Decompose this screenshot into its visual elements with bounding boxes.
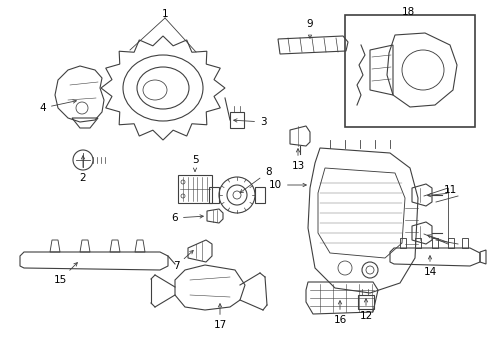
Text: 13: 13	[292, 149, 305, 171]
Text: 14: 14	[423, 256, 437, 277]
Text: 12: 12	[359, 299, 372, 321]
Text: 2: 2	[80, 156, 86, 183]
Text: 11: 11	[443, 185, 457, 195]
Bar	[345, 15, 475, 127]
Text: 16: 16	[333, 301, 346, 325]
Text: 15: 15	[53, 263, 77, 285]
Text: 6: 6	[172, 213, 203, 223]
Text: 8: 8	[240, 167, 271, 193]
Text: 18: 18	[401, 7, 415, 17]
Text: 17: 17	[213, 304, 227, 330]
Text: 4: 4	[39, 100, 76, 113]
Text: 7: 7	[172, 251, 193, 271]
Text: 3: 3	[234, 117, 267, 127]
Text: 1: 1	[162, 9, 168, 19]
Text: 10: 10	[269, 180, 306, 190]
Text: 5: 5	[192, 155, 198, 171]
Text: 9: 9	[307, 19, 313, 38]
